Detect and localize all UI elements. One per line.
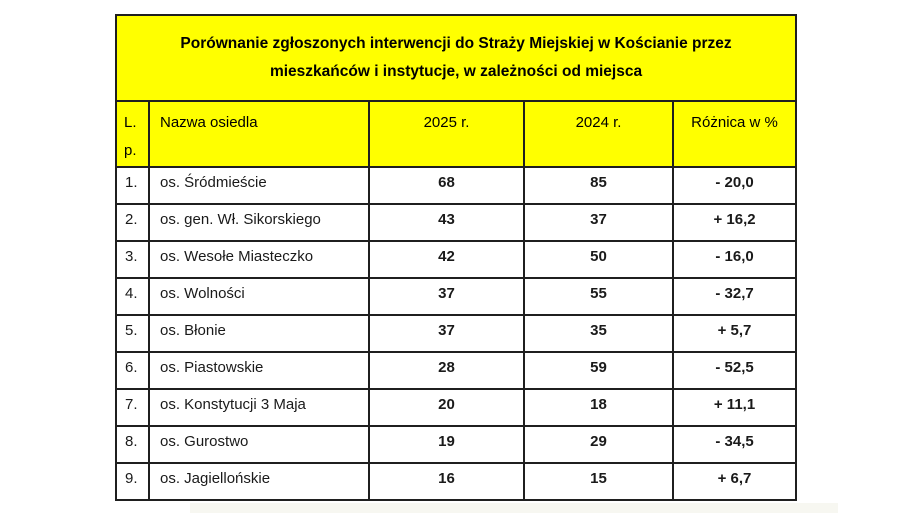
cell-diff: + 16,2	[671, 202, 798, 242]
table-row: 7. os. Konstytucji 3 Maja 20 18 + 11,1	[115, 387, 798, 427]
cell-lp: 8.	[115, 424, 150, 464]
table-body: 1. os. Śródmieście 68 85- 20,0 2. os. gen. Wł…	[115, 165, 798, 501]
cell-lp: 2.	[115, 202, 150, 242]
cell-2024: 85	[523, 165, 674, 205]
cell-diff: - 52,5	[671, 350, 798, 390]
cell-2024: 55	[523, 276, 674, 316]
table-row: 2. os. gen. Wł. Sikorskiego 43 37 + 16,2	[115, 202, 798, 242]
bottom-artifact-strip	[190, 503, 838, 513]
cell-diff: - 16,0	[671, 239, 798, 279]
cell-district: os. Gurostwo	[148, 424, 370, 464]
table-row: 9. os. Jagiellońskie 16 15 + 6,7	[115, 461, 798, 501]
cell-2024: 59	[523, 350, 674, 390]
cell-2024: 29	[523, 424, 674, 464]
interventions-table: Porównanie zgłoszonych interwencji do St…	[114, 14, 798, 501]
cell-2024: 50	[523, 239, 674, 279]
cell-district: os. Błonie	[148, 313, 370, 353]
cell-district: os. Wesołe Miasteczko	[148, 239, 370, 279]
cell-district: os. Śródmieście	[148, 165, 370, 205]
cell-lp: 4.	[115, 276, 150, 316]
cell-district: os. Piastowskie	[148, 350, 370, 390]
cell-lp: 1.	[115, 165, 150, 205]
cell-2025: 28	[368, 350, 525, 390]
table-title: Porównanie zgłoszonych interwencji do St…	[114, 14, 798, 102]
table-row: 3. os. Wesołe Miasteczko 42 50- 16,0	[115, 239, 798, 279]
cell-2024: 18	[523, 387, 674, 427]
cell-diff: - 32,7	[671, 276, 798, 316]
cell-2025: 37	[368, 276, 525, 316]
cell-lp: 9.	[115, 461, 150, 501]
interventions-table-container: Porównanie zgłoszonych interwencji do St…	[114, 14, 798, 501]
cell-district: os. Wolności	[148, 276, 370, 316]
cell-2025: 68	[368, 165, 525, 205]
cell-lp: 7.	[115, 387, 150, 427]
column-header-lp: L. p.	[115, 100, 150, 168]
cell-diff: + 6,7	[671, 461, 798, 501]
cell-lp: 5.	[115, 313, 150, 353]
cell-diff: - 34,5	[671, 424, 798, 464]
cell-2025: 42	[368, 239, 525, 279]
header-row: L. p. Nazwa osiedla 2025 r. 2024 r. Różn…	[115, 100, 798, 168]
table-row: 8. os. Gurostwo 19 29- 34,5	[115, 424, 798, 464]
cell-diff: + 11,1	[671, 387, 798, 427]
title-row: Porównanie zgłoszonych interwencji do St…	[114, 14, 798, 102]
cell-2025: 43	[368, 202, 525, 242]
column-header-district: Nazwa osiedla	[148, 100, 370, 168]
cell-2025: 37	[368, 313, 525, 353]
table-row: 5. os. Błonie 37 35 + 5,7	[115, 313, 798, 353]
cell-diff: - 20,0	[671, 165, 798, 205]
cell-2024: 15	[523, 461, 674, 501]
cell-2025: 19	[368, 424, 525, 464]
cell-lp: 6.	[115, 350, 150, 390]
column-header-2024: 2024 r.	[523, 100, 674, 168]
cell-district: os. Jagiellońskie	[148, 461, 370, 501]
table-row: 6. os. Piastowskie 28 59- 52,5	[115, 350, 798, 390]
cell-2024: 35	[523, 313, 674, 353]
column-header-diff: Różnica w %	[671, 100, 798, 168]
cell-diff: + 5,7	[671, 313, 798, 353]
column-header-2025: 2025 r.	[368, 100, 525, 168]
cell-district: os. Konstytucji 3 Maja	[148, 387, 370, 427]
table-row: 4. os. Wolności 37 55- 32,7	[115, 276, 798, 316]
cell-2025: 16	[368, 461, 525, 501]
cell-lp: 3.	[115, 239, 150, 279]
cell-district: os. gen. Wł. Sikorskiego	[148, 202, 370, 242]
cell-2025: 20	[368, 387, 525, 427]
table-row: 1. os. Śródmieście 68 85- 20,0	[115, 165, 798, 205]
cell-2024: 37	[523, 202, 674, 242]
